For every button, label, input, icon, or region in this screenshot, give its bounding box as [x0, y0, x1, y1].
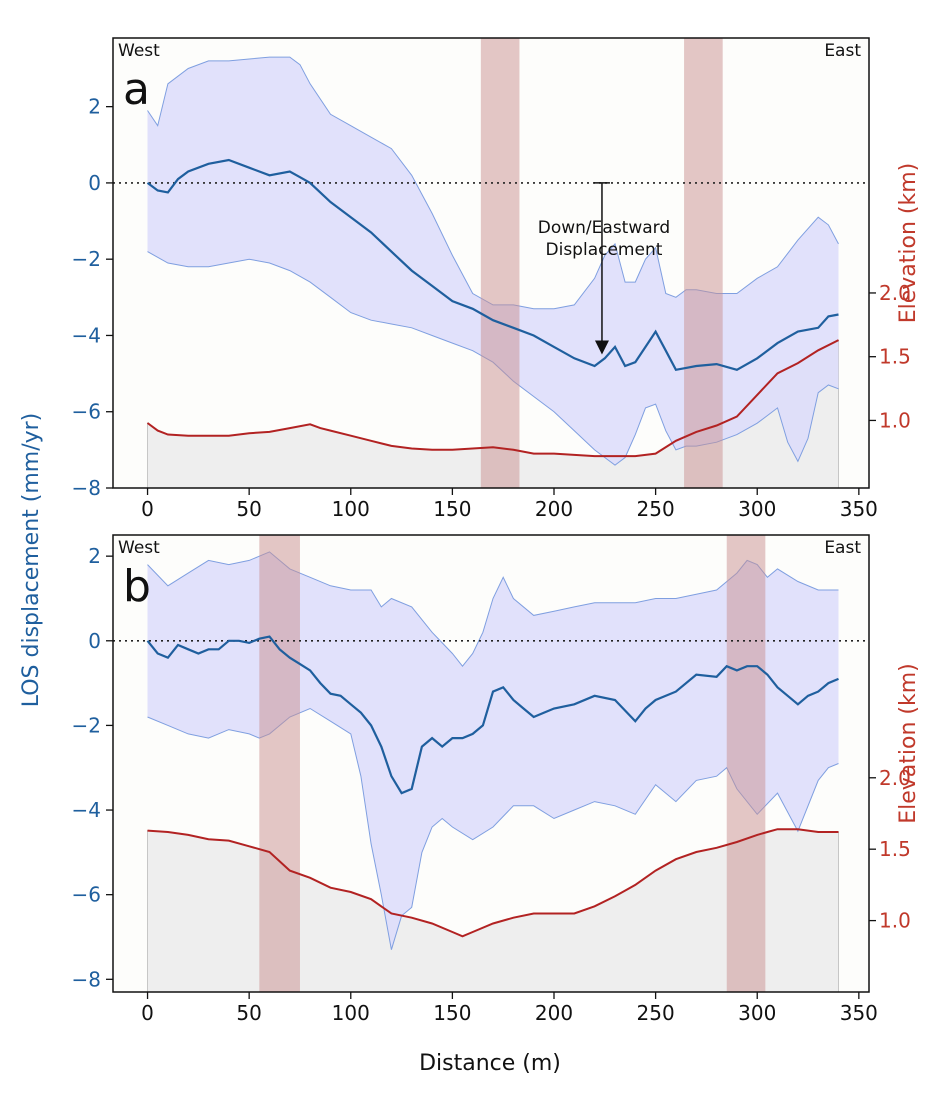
- x-tick-label: 300: [738, 1001, 776, 1025]
- y-right-tick-label: 1.5: [879, 837, 911, 861]
- corner-label-west: West: [118, 538, 160, 558]
- x-tick-label: 300: [738, 497, 776, 521]
- y-left-tick-label: 2: [88, 544, 101, 568]
- elevation-line: [146, 339, 839, 458]
- y-left-tick-label: −6: [72, 883, 101, 907]
- x-tick-label: 350: [840, 497, 878, 521]
- y-left-tick-label: 0: [88, 629, 101, 653]
- x-tick-label: 50: [236, 497, 261, 521]
- x-tick-label: 100: [332, 1001, 370, 1025]
- x-tick-label: 150: [433, 497, 471, 521]
- los-mean-line: [146, 158, 839, 372]
- x-tick-label: 0: [141, 1001, 154, 1025]
- x-tick-label: 250: [637, 1001, 675, 1025]
- y-left-tick-label: −8: [72, 476, 101, 500]
- annotation-arrow-head: [594, 340, 609, 355]
- shaded-band-2: [726, 535, 766, 992]
- annotation-text-line-2: Displacement: [546, 240, 663, 260]
- x-tick-label: 150: [433, 1001, 471, 1025]
- x-tick-label: 200: [535, 497, 573, 521]
- envelope-lower-line: [147, 251, 839, 466]
- elevation-line: [147, 828, 839, 938]
- y-left-tick-label: −8: [72, 967, 101, 991]
- y-right-tick-label: 2.0: [879, 766, 911, 790]
- x-tick-label: 200: [535, 1001, 573, 1025]
- x-tick-label: 250: [637, 497, 675, 521]
- y-axis-label-right: Elevation (km): [896, 163, 921, 324]
- y-left-tick-label: −2: [72, 247, 101, 271]
- y-axis-label-left: LOS displacement (mm/yr): [19, 413, 44, 708]
- annotation-text-line-1: Down/Eastward: [538, 218, 670, 238]
- y-left-tick-label: −2: [72, 713, 101, 737]
- y-left-tick-label: 2: [88, 95, 101, 119]
- panel-letter: b: [123, 561, 151, 612]
- panel-b: 0 50 100 150 200 250 300 350 2 0 −2 −4 −6 −8 2.0 1.5 1.0…: [72, 534, 921, 1025]
- los-mean-line: [146, 635, 839, 795]
- y-axis-label-right: Elevation (km): [896, 663, 921, 824]
- corner-label-east: East: [824, 538, 861, 558]
- x-tick-label: 350: [840, 1001, 878, 1025]
- plot-frame: [112, 37, 870, 489]
- y-right-tick-label: 1.0: [879, 408, 911, 432]
- uncertainty-envelope: [147, 551, 839, 950]
- shaded-band-2: [684, 38, 723, 488]
- plot-frame: [112, 534, 870, 993]
- x-tick-label: 100: [332, 497, 370, 521]
- y-right-tick-label: 1.5: [879, 345, 911, 369]
- uncertainty-envelope: [147, 57, 839, 466]
- panel-letter: a: [123, 64, 150, 115]
- x-axis-label: Distance (m): [419, 1051, 561, 1076]
- y-left-tick-label: −4: [72, 798, 101, 822]
- corner-label-east: East: [824, 41, 861, 61]
- x-tick-label: 50: [236, 1001, 261, 1025]
- y-left-tick-label: −4: [72, 323, 101, 347]
- y-left-tick-label: −6: [72, 400, 101, 424]
- corner-label-west: West: [118, 41, 160, 61]
- y-right-tick-label: 1.0: [879, 909, 911, 933]
- shaded-band-1: [480, 38, 520, 488]
- x-tick-label: 0: [141, 497, 154, 521]
- y-left-tick-label: 0: [88, 171, 101, 195]
- y-right-tick-label: 2.0: [879, 281, 911, 305]
- shaded-band-1: [259, 535, 300, 992]
